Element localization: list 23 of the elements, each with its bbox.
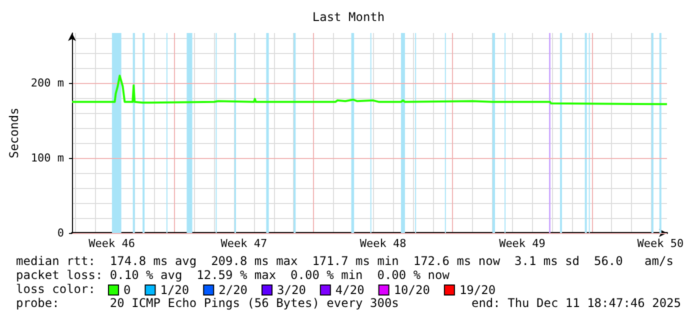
legend-label: 2/20 xyxy=(218,283,248,297)
legend-label: 19/20 xyxy=(459,283,496,297)
chart-title: Last Month xyxy=(312,10,385,24)
legend-title: loss color: xyxy=(16,282,96,296)
x-tick-label: Week 47 xyxy=(220,237,268,250)
legend-label: 4/20 xyxy=(335,283,364,297)
line-series xyxy=(71,74,668,106)
x-tick-label: Week 48 xyxy=(360,237,406,250)
text: median rtt: 174.8 ms avg 209.8 ms max 171.7 ms min 172.6 ms now 3.1 ms sd 56.0 am/s xyxy=(16,254,674,268)
text: probe: 20 ICMP Echo Pings (56 Bytes) every 300s xyxy=(16,296,399,310)
y-tick-label: 100 m xyxy=(30,152,64,165)
legend-label: 3/20 xyxy=(277,283,306,297)
y-tick-label: 0 xyxy=(57,226,64,240)
x-tick-label: Week 46 xyxy=(88,237,135,250)
text: packet loss: 0.10 % avg 12.59 % max 0.00 % min 0.00 % now xyxy=(16,268,450,282)
x-tick-label: Week 49 xyxy=(499,237,546,250)
y-tick-label: 200 m xyxy=(30,76,64,90)
legend-label: 10/20 xyxy=(394,283,430,297)
text: end: Thu Dec 11 18:47:46 2025 xyxy=(471,296,681,310)
legend-label: 0 xyxy=(124,283,131,297)
y-axis-title: Seconds xyxy=(7,108,21,158)
x-tick-label: Week 50 xyxy=(637,237,684,250)
legend-label: 1/20 xyxy=(160,283,190,297)
